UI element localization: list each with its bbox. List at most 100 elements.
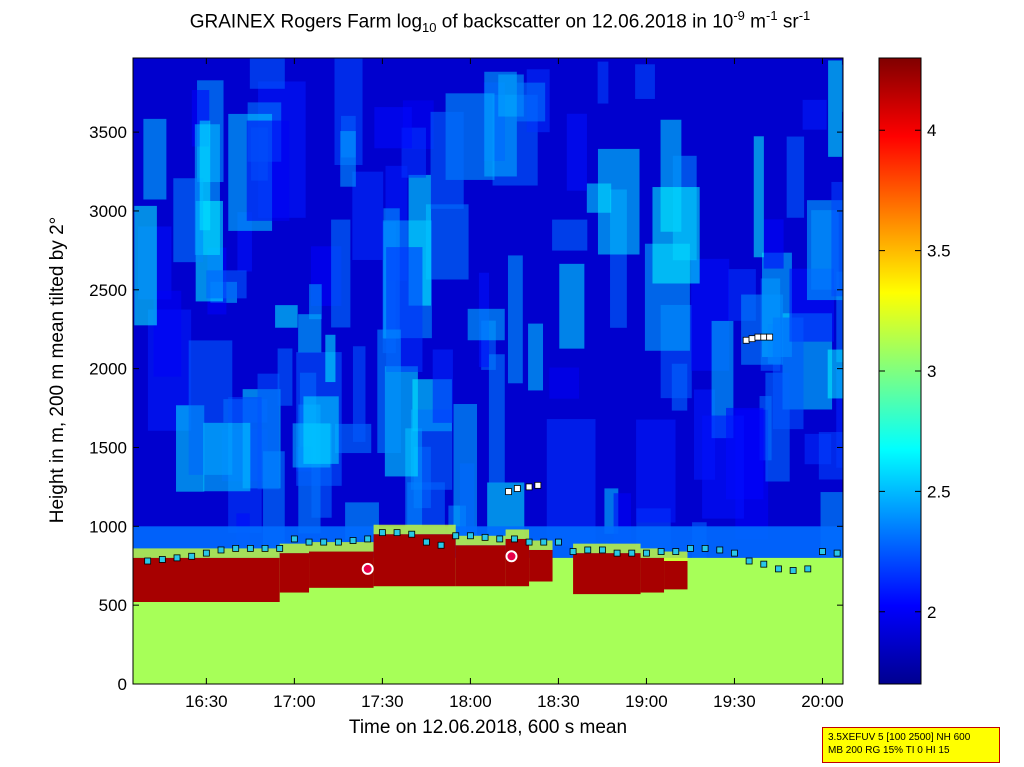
series-marker-square <box>173 554 181 562</box>
heatmap-aerosol-edge <box>309 542 374 552</box>
series-marker-square <box>555 538 562 546</box>
heatmap-aerosol-edge <box>664 551 688 562</box>
colorbar <box>878 57 922 685</box>
series-marker-square <box>643 549 650 557</box>
series-marker-square <box>716 546 724 554</box>
series-marker-square <box>760 333 768 341</box>
title-text-middle: of backscatter on 12.06.2018 in 10 <box>436 11 734 33</box>
heatmap-cell <box>566 113 587 191</box>
heatmap-cell <box>827 349 843 399</box>
series-marker-square <box>320 538 328 546</box>
x-axis-label: Time on 12.06.2018, 600 s mean <box>348 717 628 738</box>
heatmap-cell <box>352 171 384 260</box>
info-line-1: 3.5XEFUV 5 [100 2500] NH 600 <box>828 732 971 743</box>
heatmap-aerosol-segment <box>640 557 665 593</box>
y-tick-label: 1500 <box>89 438 127 457</box>
series-marker-square <box>742 336 750 344</box>
heatmap-cell <box>635 64 655 99</box>
series-marker-square <box>408 530 416 538</box>
series-marker-square <box>804 565 812 573</box>
series-marker-square <box>766 333 774 341</box>
series-marker-square <box>452 532 460 540</box>
heatmap-cell <box>828 60 842 157</box>
heatmap-cell <box>488 354 505 484</box>
x-tick-label: 18:30 <box>537 692 580 711</box>
series-marker-square <box>246 544 254 552</box>
heatmap-cell <box>432 349 453 423</box>
series-marker-square <box>754 333 762 341</box>
colorbar-tick-label: 3 <box>927 362 936 381</box>
series-marker-square <box>334 538 342 546</box>
heatmap-cell <box>249 58 285 89</box>
series-marker-square <box>540 538 548 546</box>
heatmap-aerosol-edge <box>373 524 456 535</box>
y-tick-label: 3000 <box>89 202 127 221</box>
info-line-2: MB 200 RG 15% TI 0 HI 15 <box>828 745 950 756</box>
y-tick-label: 2000 <box>89 360 127 379</box>
heatmap-aerosol-segment <box>133 557 280 603</box>
x-tick-label: 17:00 <box>273 692 316 711</box>
heatmap-cell <box>546 419 596 547</box>
heatmap-cell <box>559 263 585 349</box>
y-axis-label: Height in m, 200 m mean tilted by 2° <box>47 216 68 524</box>
heatmap-aerosol-edge <box>640 548 665 558</box>
series-marker-square <box>748 335 756 343</box>
series-marker-square <box>789 567 797 574</box>
heatmap-cell <box>425 204 469 280</box>
heatmap-cell <box>309 284 322 320</box>
title-unit-sr: sr <box>777 11 799 33</box>
series-marker-square <box>819 548 826 555</box>
series-marker-square <box>158 556 166 563</box>
colorbar-tick-label: 2.5 <box>927 482 951 501</box>
markers-layer <box>144 333 841 575</box>
series-marker-square <box>599 546 606 554</box>
heatmap-cell <box>459 463 475 543</box>
series-marker-square <box>261 544 269 552</box>
heatmap-aerosol-edge <box>279 543 310 554</box>
heatmap-cell <box>467 308 505 341</box>
series-marker-square <box>217 546 225 554</box>
heatmap-cell <box>753 136 764 258</box>
heatmap-cell <box>507 255 523 384</box>
heatmap-cell <box>802 99 827 130</box>
heatmap-aerosol-segment <box>505 538 530 587</box>
series-marker-square <box>188 552 196 560</box>
colorbar-tick-label: 2 <box>927 603 936 622</box>
y-tick-label: 0 <box>118 675 127 694</box>
series-marker-square <box>513 485 521 492</box>
x-tick-label: 20:00 <box>801 692 844 711</box>
chart-title: GRAINEX Rogers Farm log10 of backscatter… <box>0 8 1000 35</box>
series-marker-square <box>687 544 694 552</box>
heatmap-cell <box>325 334 336 383</box>
series-marker-square <box>364 535 372 543</box>
y-axis: 0 500 1000 1500 2000 2500 3000 3500 <box>89 123 843 694</box>
title-subscript: 10 <box>422 20 437 36</box>
heatmap-cell <box>786 136 805 218</box>
heatmap-cell <box>203 422 251 492</box>
heatmap-aerosol-edge <box>573 543 641 554</box>
series-marker-square <box>701 544 709 552</box>
series-marker-square <box>144 557 152 565</box>
series-marker-square <box>760 560 768 568</box>
series-marker-square <box>505 488 512 496</box>
heatmap-cell <box>153 290 182 377</box>
series-marker-square <box>422 538 430 546</box>
heatmap-cell <box>806 200 843 301</box>
heatmap-cell <box>206 270 247 299</box>
heatmap-aerosol-segment <box>279 553 310 593</box>
series-marker-square <box>833 549 841 557</box>
heatmap-cell <box>836 271 843 363</box>
heatmap-cell <box>298 314 322 353</box>
heatmap-cell <box>352 346 366 442</box>
heatmap-cell <box>340 131 356 187</box>
heatmap-cell <box>597 61 609 104</box>
series-marker-square <box>481 533 489 541</box>
series-marker-square <box>232 544 240 552</box>
series-marker-square <box>276 544 284 552</box>
series-marker-square <box>511 535 518 543</box>
heatmap-aerosol-segment <box>455 545 506 587</box>
series-marker-square <box>525 483 533 491</box>
series-marker-square <box>672 548 680 555</box>
heatmap-cell <box>199 120 211 231</box>
